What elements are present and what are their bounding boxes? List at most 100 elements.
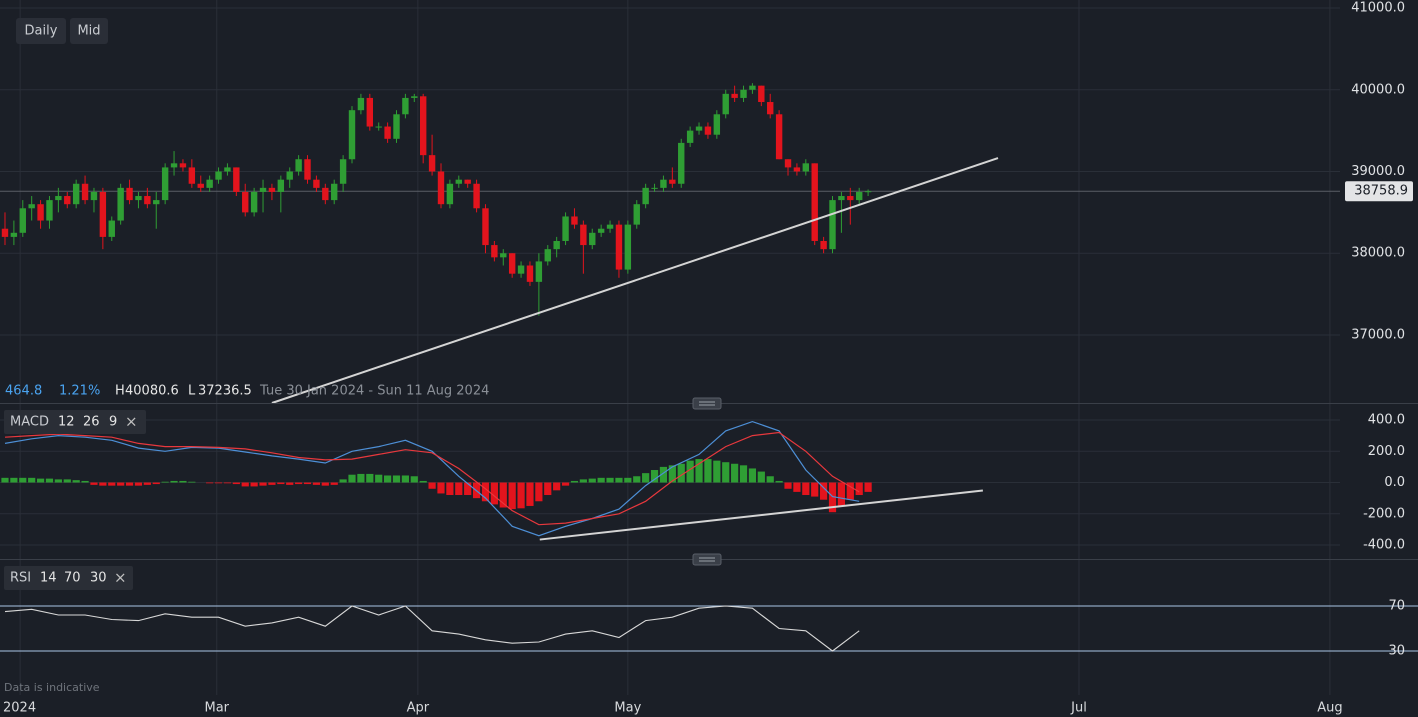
candle-body [615, 224, 623, 270]
candle-body [704, 126, 712, 135]
candle-body [108, 220, 115, 237]
candle-body [153, 200, 160, 205]
close-icon[interactable]: × [114, 569, 127, 587]
histogram-bar [232, 482, 240, 485]
histogram-bar [188, 481, 196, 483]
histogram-bar [348, 474, 356, 483]
candle-body [669, 179, 676, 184]
candle-body [393, 114, 400, 139]
rsi-line [4, 605, 860, 652]
candle-body [286, 171, 293, 180]
candle-body [411, 96, 418, 98]
histogram-bar [410, 476, 418, 483]
candle-body [802, 163, 810, 172]
histogram-bar [748, 468, 757, 483]
close-icon[interactable]: × [125, 413, 138, 431]
histogram-bar [677, 463, 685, 483]
candle-body [500, 253, 507, 258]
indicator-line [4, 431, 860, 526]
candle-body [749, 85, 756, 90]
candle-body [170, 163, 178, 168]
high-label: H [115, 384, 125, 399]
indicator-line [4, 420, 860, 537]
candle-body [250, 191, 258, 213]
histogram-bar [490, 482, 498, 505]
histogram-bar [828, 482, 837, 513]
candle-body [482, 208, 489, 246]
candle-body [268, 187, 276, 192]
candle-body [224, 167, 231, 172]
candle-body [517, 265, 525, 274]
histogram-bar [259, 482, 267, 486]
candle-body [651, 187, 658, 189]
candle-body [553, 240, 560, 250]
histogram-bar [597, 477, 605, 483]
histogram-bar [295, 482, 303, 485]
candle-body [660, 179, 667, 188]
histogram-bar [481, 482, 490, 502]
candle-body [55, 196, 62, 201]
candle-body [722, 93, 729, 115]
candle-body [428, 155, 436, 172]
histogram-bar [561, 482, 570, 486]
histogram-bar [339, 479, 347, 483]
candle-body [678, 142, 685, 184]
histogram-bar [606, 477, 614, 483]
candle-body [206, 179, 213, 188]
histogram-bar [784, 482, 792, 489]
histogram-bar [846, 482, 854, 500]
date-range: Tue 30 Jan 2024 - Sun 11 Aug 2024 [259, 384, 489, 399]
histogram-bar [401, 475, 409, 483]
candle-body [72, 183, 80, 205]
candle-body [339, 159, 347, 184]
button[interactable] [16, 18, 66, 44]
histogram-bar [54, 479, 62, 483]
histogram-bar [793, 482, 801, 492]
histogram-bar [36, 478, 45, 483]
button-label[interactable]: Daily [25, 24, 58, 39]
histogram-bar [161, 481, 169, 483]
button[interactable] [70, 18, 108, 44]
histogram-bar [179, 480, 187, 483]
resize-handle[interactable] [692, 397, 722, 410]
candle-body [135, 196, 142, 201]
resize-handle[interactable] [692, 553, 722, 566]
candle-body [179, 163, 187, 168]
histogram-bar [642, 473, 650, 483]
histogram-bar [624, 477, 632, 483]
histogram-bar [143, 482, 151, 485]
candle-body [597, 228, 605, 233]
histogram-bar [526, 482, 534, 506]
candle-body [491, 245, 498, 258]
histogram-bar [455, 482, 463, 496]
button-label[interactable]: Mid [77, 24, 100, 39]
histogram-bar [134, 482, 143, 486]
candle-body [855, 191, 863, 201]
histogram-bar [437, 482, 445, 494]
histogram-bar [286, 482, 294, 485]
histogram-bar [206, 482, 214, 484]
histogram-bar [722, 462, 730, 483]
candle-body [375, 126, 382, 128]
histogram-bar [170, 480, 178, 483]
histogram-bar [277, 482, 285, 485]
x-tick-label: Apr [407, 701, 430, 716]
histogram-bar [837, 482, 846, 506]
histogram-bar [125, 482, 134, 486]
y-tick-label: 39000.0 [1351, 164, 1405, 179]
candle-body [775, 114, 783, 160]
histogram-bar [553, 482, 561, 491]
indicator-name: MACD [10, 415, 49, 430]
candle-body [758, 85, 765, 103]
candle-body [437, 171, 445, 205]
candle-body [233, 167, 240, 192]
histogram-bar [72, 480, 80, 483]
candle-body [384, 126, 391, 139]
candle-body [313, 179, 320, 188]
candle-body [90, 191, 98, 201]
histogram-bar [499, 482, 507, 508]
histogram-bar [811, 482, 819, 497]
histogram-bar [704, 459, 712, 483]
histogram-bar [713, 460, 721, 483]
